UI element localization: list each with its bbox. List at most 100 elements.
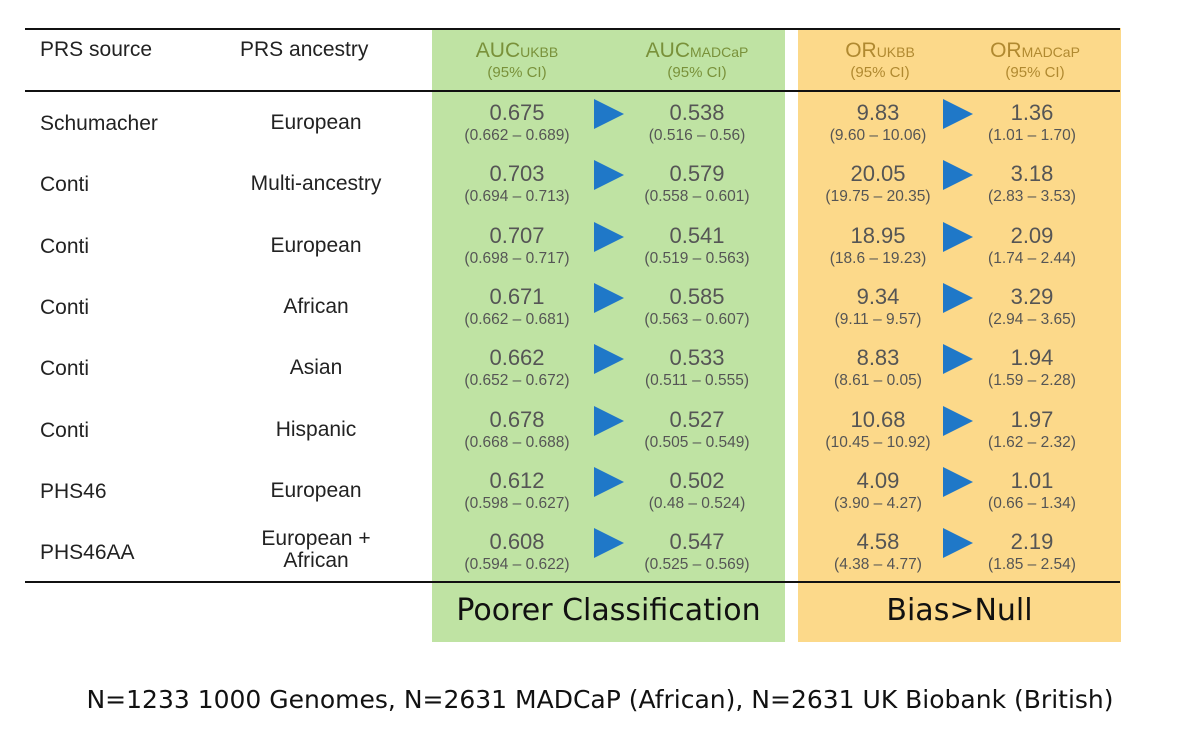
value-text: 0.538 (669, 100, 725, 125)
prs-ancestry-cell: European (270, 233, 362, 257)
value-text: 0.662 (489, 345, 545, 371)
auc-arrow-icon (594, 160, 624, 191)
auc-madcap-cell: 0.585 (0.563 – 0.607) (607, 283, 787, 328)
or-madcap-cell: 1.01 (0.66 – 1.34) (942, 467, 1122, 512)
value-text: 0.608 (489, 529, 545, 555)
auc-ukbb-cell: 0.703 (0.694 – 0.713) (427, 163, 607, 205)
ancestry-line-1: European + (261, 527, 371, 551)
or-ukbb-cell: 18.95 (18.6 – 19.23) (788, 224, 968, 267)
green-footer-label: Poorer Classification (456, 593, 761, 628)
ci-text: (9.11 – 9.57) (834, 310, 922, 328)
value-text: 4.09 (856, 467, 900, 493)
or-arrow-icon (943, 99, 973, 129)
ci-text: (1.85 – 2.54) (988, 556, 1076, 574)
or-arrow-icon (943, 466, 973, 497)
prs-ancestry-cell: Hispanic (275, 417, 357, 441)
value-text: 20.05 (850, 161, 906, 187)
value-text: 2.19 (1010, 529, 1054, 555)
ci-text: (1.01 – 1.70) (988, 127, 1076, 144)
auc-ukbb-cell: 0.612 (0.598 – 0.627) (427, 469, 607, 512)
ci-text: (1.59 – 2.28) (988, 372, 1076, 390)
auc-ukbb-cell: 0.608 (0.594 – 0.622) (427, 531, 607, 573)
value-text: 0.527 (669, 406, 725, 432)
auc-arrow-icon (594, 405, 624, 436)
ci-text: (0.558 – 0.601) (644, 188, 750, 206)
or-arrow-icon (943, 405, 973, 436)
value-text: 1.97 (1010, 406, 1054, 432)
auc-arrow-icon (594, 282, 624, 313)
header-prs-source: PRS source (40, 38, 153, 61)
ci-text: (0.652 – 0.672) (464, 372, 570, 390)
ci-text: (9.60 – 10.06) (829, 127, 927, 144)
ci-text: (0.516 – 0.56) (648, 127, 746, 144)
value-text: 1.01 (1010, 467, 1054, 493)
auc-arrow-icon (594, 466, 624, 497)
ci-text: (0.48 – 0.524) (648, 494, 746, 512)
or-madcap-cell: 1.36 (1.01 – 1.70) (942, 102, 1122, 144)
value-text: 3.29 (1010, 283, 1054, 309)
ci-text: (0.505 – 0.549) (644, 433, 750, 451)
ci-text: (2.94 – 3.65) (988, 310, 1076, 328)
auc-madcap-cell: 0.502 (0.48 – 0.524) (607, 469, 787, 512)
auc-arrow-icon (594, 344, 624, 375)
value-text: 9.83 (856, 100, 900, 125)
ci-text: (19.75 – 20.35) (825, 188, 931, 206)
header-or-madcap: ORMADCaP (95% CI) (990, 39, 1080, 81)
table-header-rule (25, 90, 1120, 92)
ci-text: (0.563 – 0.607) (644, 310, 750, 328)
or-madcap-cell: 2.19 (1.85 – 2.54) (942, 531, 1122, 573)
ci-text: (3.90 – 4.27) (834, 494, 922, 512)
value-text: 0.579 (669, 161, 725, 187)
prs-source-cell: Conti (40, 173, 90, 197)
or-arrow-icon (943, 160, 973, 191)
ci-text: (0.519 – 0.563) (644, 249, 750, 267)
value-text: 0.675 (489, 100, 545, 125)
value-text: 3.18 (1010, 161, 1054, 187)
auc-arrow-icon (594, 221, 624, 252)
header-or-ukbb: ORUKBB (95% CI) (845, 39, 915, 81)
value-text: 1.36 (1010, 100, 1054, 125)
auc-madcap-cell: 0.538 (0.516 – 0.56) (607, 102, 787, 144)
prs-ancestry-cell: Multi-ancestry (250, 172, 382, 196)
value-text: 0.585 (669, 283, 725, 309)
value-text: 4.58 (856, 529, 900, 555)
value-text: 0.703 (489, 161, 545, 187)
prs-source-cell: Conti (40, 418, 90, 442)
header-auc-ukbb: AUCUKBB (95% CI) (475, 39, 559, 81)
prs-ancestry-cell: European (270, 111, 362, 134)
ci-text: (0.698 – 0.717) (464, 249, 570, 267)
footnote: N=1233 1000 Genomes, N=2631 MADCaP (Afri… (86, 685, 1114, 714)
auc-ukbb-cell: 0.678 (0.668 – 0.688) (427, 406, 607, 451)
or-madcap-cell: 1.94 (1.59 – 2.28) (942, 347, 1122, 389)
prs-source-cell: Schumacher (40, 112, 158, 135)
or-madcap-cell: 2.09 (1.74 – 2.44) (942, 224, 1122, 267)
table-bottom-rule (25, 581, 1120, 583)
auc-madcap-cell: 0.541 (0.519 – 0.563) (607, 222, 787, 267)
or-arrow-icon (943, 528, 973, 559)
value-text: 0.541 (669, 222, 725, 248)
or-madcap-cell: 3.29 (2.94 – 3.65) (942, 283, 1122, 328)
ci-text: (18.6 – 19.23) (829, 249, 927, 267)
or-arrow-icon (943, 282, 973, 313)
auc-madcap-cell: 0.527 (0.505 – 0.549) (607, 406, 787, 451)
prs-ancestry-cell: Asian (289, 356, 343, 380)
ci-text: (0.525 – 0.569) (644, 556, 750, 574)
ci-text: (0.662 – 0.681) (464, 310, 570, 328)
prs-source-cell: Conti (40, 234, 90, 258)
auc-arrow-icon (594, 528, 624, 559)
auc-ukbb-cell: 0.707 (0.698 – 0.717) (427, 222, 607, 267)
ci-text: (2.83 – 3.53) (988, 188, 1076, 206)
value-text: 0.678 (489, 406, 545, 432)
ci-text: (10.45 – 10.92) (825, 433, 931, 451)
value-text: 0.547 (669, 529, 725, 555)
ci-text: (0.668 – 0.688) (464, 433, 570, 451)
value-text: 0.707 (489, 222, 545, 248)
auc-madcap-cell: 0.547 (0.525 – 0.569) (607, 531, 787, 573)
ci-text: (1.74 – 2.44) (988, 249, 1076, 267)
header-prs-ancestry: PRS ancestry (240, 38, 369, 61)
prs-source-cell: Conti (40, 295, 90, 319)
orange-footer-label: Bias>Null (886, 593, 1033, 628)
or-madcap-cell: 1.97 (1.62 – 2.32) (942, 406, 1122, 451)
ci-text: (8.61 – 0.05) (834, 372, 922, 390)
ci-text: (0.598 – 0.627) (464, 494, 570, 512)
